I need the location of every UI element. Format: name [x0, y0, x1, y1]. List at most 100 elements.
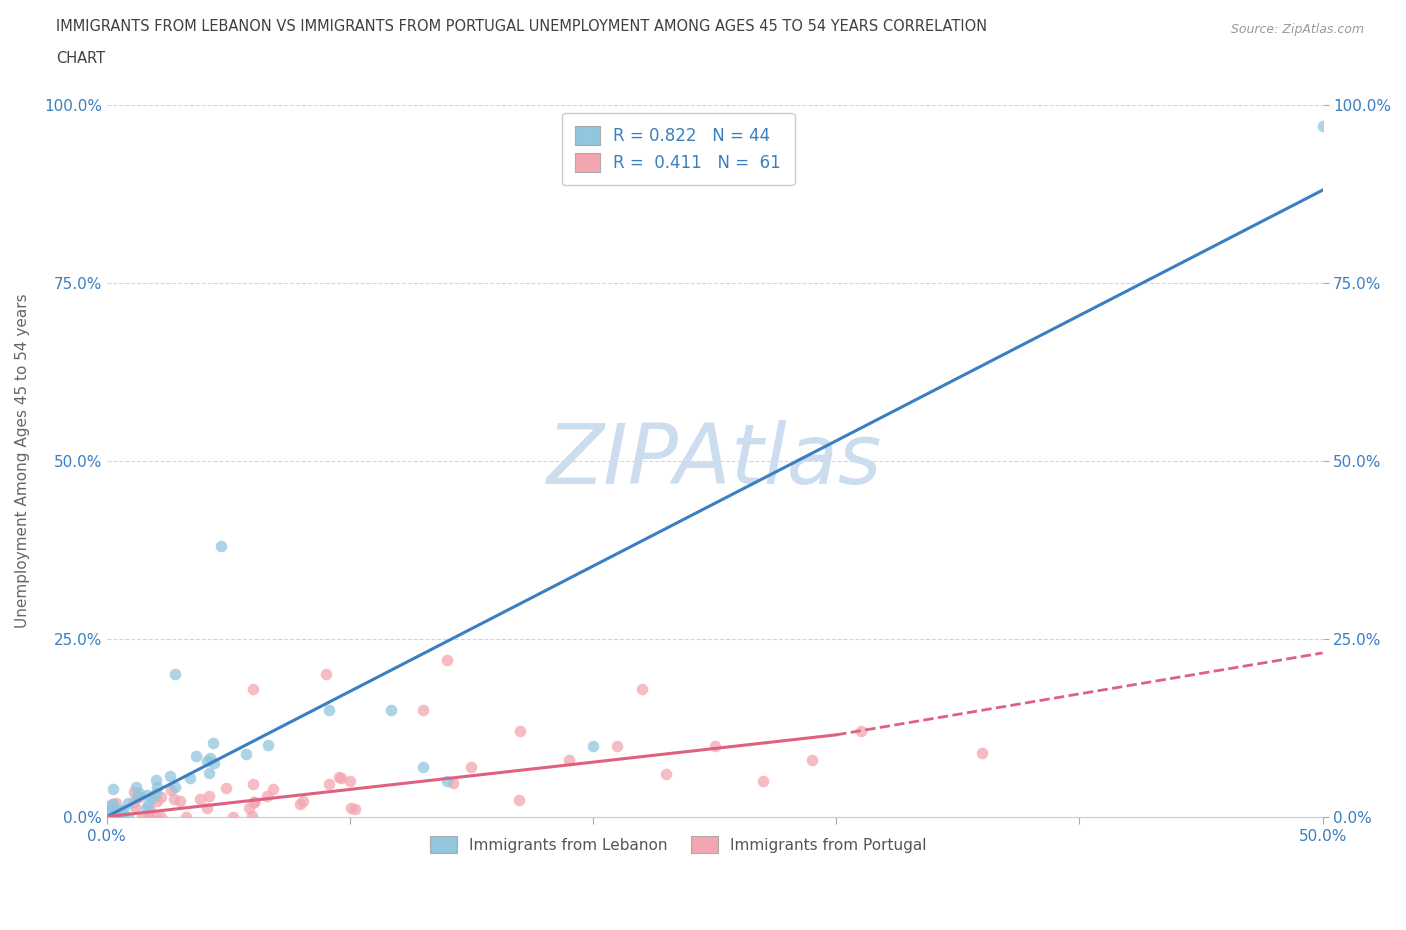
Point	[184, 749, 207, 764]
Point	[197, 765, 219, 780]
Point	[101, 797, 124, 812]
Point	[138, 809, 160, 824]
Legend: Immigrants from Lebanon, Immigrants from Portugal: Immigrants from Lebanon, Immigrants from…	[423, 830, 934, 859]
Point	[195, 753, 218, 768]
Point	[103, 809, 125, 824]
Point	[380, 702, 402, 717]
Point	[558, 752, 581, 767]
Point	[145, 809, 167, 824]
Point	[315, 667, 337, 682]
Point	[97, 809, 120, 824]
Point	[198, 751, 221, 765]
Point	[163, 779, 186, 794]
Point	[117, 809, 139, 824]
Point	[508, 792, 530, 807]
Point	[195, 801, 218, 816]
Point	[128, 789, 150, 804]
Point	[100, 809, 122, 824]
Point	[122, 794, 145, 809]
Point	[318, 776, 340, 790]
Point	[122, 784, 145, 799]
Point	[124, 800, 146, 815]
Text: IMMIGRANTS FROM LEBANON VS IMMIGRANTS FROM PORTUGAL UNEMPLOYMENT AMONG AGES 45 T: IMMIGRANTS FROM LEBANON VS IMMIGRANTS FR…	[56, 19, 987, 33]
Point	[582, 738, 605, 753]
Point	[135, 801, 157, 816]
Point	[111, 809, 134, 824]
Point	[318, 702, 340, 717]
Point	[150, 809, 173, 824]
Point	[97, 807, 120, 822]
Point	[162, 791, 184, 806]
Point	[849, 724, 872, 738]
Y-axis label: Unemployment Among Ages 45 to 54 years: Unemployment Among Ages 45 to 54 years	[15, 293, 30, 628]
Point	[127, 789, 149, 804]
Point	[460, 760, 482, 775]
Point	[215, 780, 238, 795]
Point	[101, 802, 124, 817]
Point	[340, 801, 363, 816]
Point	[242, 681, 264, 696]
Point	[329, 771, 352, 786]
Point	[412, 702, 434, 717]
Point	[136, 788, 159, 803]
Point	[256, 737, 278, 752]
Point	[131, 809, 153, 824]
Point	[101, 781, 124, 796]
Point	[150, 790, 173, 804]
Point	[243, 794, 266, 809]
Point	[190, 791, 212, 806]
Point	[139, 803, 162, 817]
Point	[124, 779, 146, 794]
Point	[222, 809, 245, 824]
Point	[97, 809, 120, 824]
Point	[98, 809, 121, 824]
Point	[163, 667, 186, 682]
Point	[160, 783, 183, 798]
Point	[97, 805, 120, 820]
Point	[655, 766, 678, 781]
Point	[242, 794, 264, 809]
Point	[159, 768, 181, 783]
Point	[138, 809, 160, 824]
Point	[117, 795, 139, 810]
Point	[412, 760, 434, 775]
Point	[238, 801, 260, 816]
Point	[262, 781, 284, 796]
Point	[136, 798, 159, 813]
Point	[105, 807, 128, 822]
Point	[112, 802, 135, 817]
Point	[339, 774, 361, 789]
Point	[240, 809, 263, 824]
Point	[800, 752, 823, 767]
Point	[256, 789, 278, 804]
Point	[201, 736, 224, 751]
Point	[145, 785, 167, 800]
Point	[141, 790, 163, 805]
Point	[328, 770, 350, 785]
Point	[242, 777, 264, 791]
Point	[146, 779, 169, 794]
Point	[972, 745, 994, 760]
Point	[630, 681, 652, 696]
Point	[105, 795, 128, 810]
Point	[198, 789, 221, 804]
Point	[703, 738, 725, 753]
Point	[145, 773, 167, 788]
Point	[209, 538, 232, 553]
Point	[110, 804, 132, 819]
Point	[96, 802, 118, 817]
Point	[235, 747, 257, 762]
Point	[343, 802, 366, 817]
Text: CHART: CHART	[56, 51, 105, 66]
Point	[509, 724, 531, 738]
Point	[292, 794, 315, 809]
Text: Source: ZipAtlas.com: Source: ZipAtlas.com	[1230, 23, 1364, 36]
Point	[1312, 119, 1334, 134]
Point	[202, 755, 225, 770]
Point	[107, 809, 129, 824]
Point	[128, 786, 150, 801]
Point	[96, 798, 118, 813]
Point	[101, 797, 124, 812]
Point	[100, 802, 122, 817]
Point	[441, 776, 464, 790]
